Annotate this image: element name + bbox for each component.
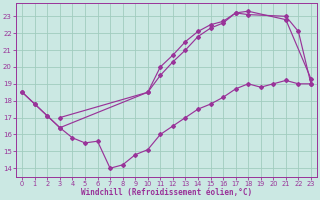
- X-axis label: Windchill (Refroidissement éolien,°C): Windchill (Refroidissement éolien,°C): [81, 188, 252, 197]
